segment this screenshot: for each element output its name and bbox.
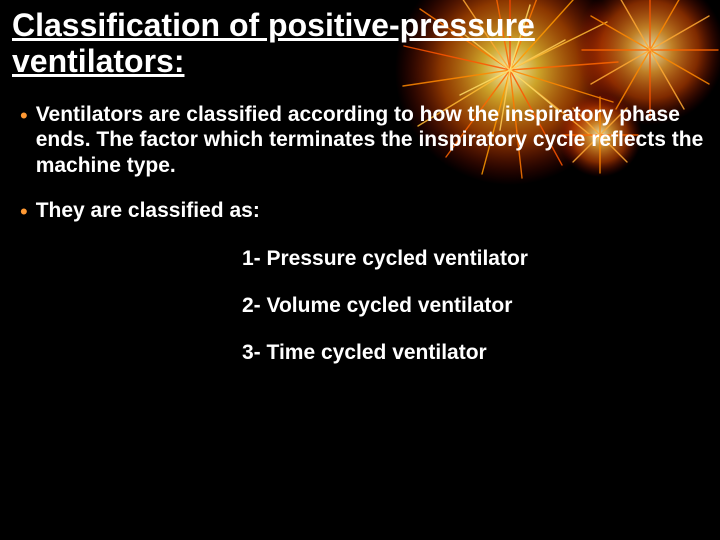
numbered-list: 1- Pressure cycled ventilator 2- Volume … (12, 246, 708, 366)
numbered-item-2: 2- Volume cycled ventilator (242, 293, 708, 318)
slide-title: Classification of positive-pressure vent… (12, 8, 708, 80)
bullet-text: Ventilators are classified according to … (36, 102, 708, 179)
bullet-2: • They are classified as: (12, 198, 708, 225)
bullet-marker-icon: • (20, 199, 28, 225)
bullet-marker-icon: • (20, 103, 28, 129)
bullet-text: They are classified as: (36, 198, 260, 224)
numbered-item-1: 1- Pressure cycled ventilator (242, 246, 708, 271)
slide-content: Classification of positive-pressure vent… (0, 0, 720, 365)
numbered-item-3: 3- Time cycled ventilator (242, 340, 708, 365)
bullet-1: • Ventilators are classified according t… (12, 102, 708, 179)
